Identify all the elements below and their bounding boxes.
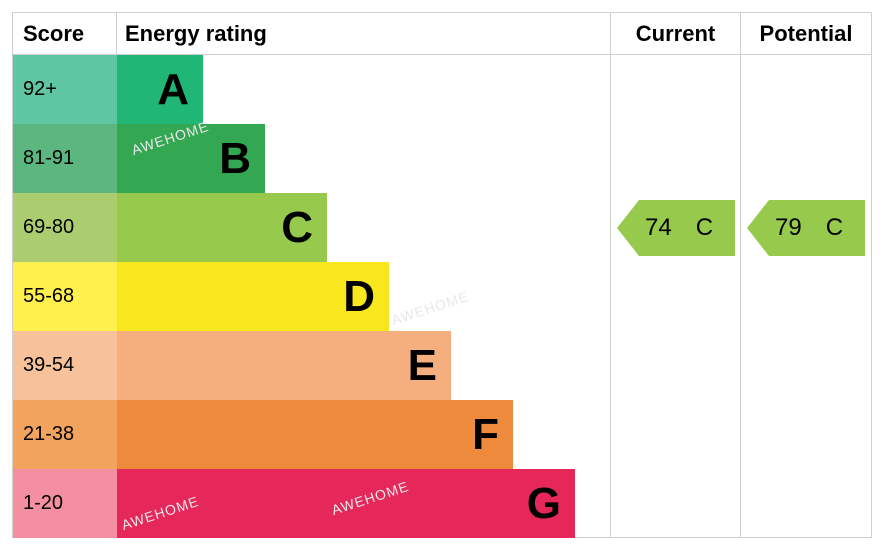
score-cell: 69-80 xyxy=(13,193,117,262)
pointer-label: 74 C xyxy=(617,214,713,242)
rating-letter: F xyxy=(472,410,499,460)
rating-letter: G xyxy=(527,479,561,529)
rating-letter: B xyxy=(219,134,251,184)
rating-bar-row: D xyxy=(117,262,389,331)
chart-body: 92+81-9169-8055-6839-5421-381-20 ABCDEFG… xyxy=(13,55,871,538)
rating-bar: F xyxy=(117,400,513,469)
current-column: 74 C xyxy=(611,55,741,538)
rating-bar-row: B xyxy=(117,124,265,193)
rating-column: ABCDEFG xyxy=(117,55,611,538)
rating-bar-row: G xyxy=(117,469,575,538)
score-cell: 39-54 xyxy=(13,331,117,400)
rating-bar-row: C xyxy=(117,193,327,262)
header-potential: Potential xyxy=(741,13,871,54)
rating-bar: D xyxy=(117,262,389,331)
score-cell: 1-20 xyxy=(13,469,117,538)
rating-bar: B xyxy=(117,124,265,193)
score-column: 92+81-9169-8055-6839-5421-381-20 xyxy=(13,55,117,538)
header-rating: Energy rating xyxy=(117,13,611,54)
rating-bar-row: E xyxy=(117,331,451,400)
score-cell: 55-68 xyxy=(13,262,117,331)
rating-bar: A xyxy=(117,55,203,124)
header-current: Current xyxy=(611,13,741,54)
header-row: Score Energy rating Current Potential xyxy=(13,13,871,55)
rating-pointer: 79 C xyxy=(747,200,865,256)
pointer-label: 79 C xyxy=(747,214,843,242)
rating-bar: E xyxy=(117,331,451,400)
rating-letter: D xyxy=(343,272,375,322)
rating-bar: G xyxy=(117,469,575,538)
rating-letter: C xyxy=(281,203,313,253)
rating-letter: A xyxy=(157,65,189,115)
potential-column: 79 C xyxy=(741,55,871,538)
score-cell: 92+ xyxy=(13,55,117,124)
rating-bar-row: A xyxy=(117,55,203,124)
header-score: Score xyxy=(13,13,117,54)
rating-bar-row: F xyxy=(117,400,513,469)
energy-rating-chart: Score Energy rating Current Potential 92… xyxy=(12,12,872,538)
rating-bar: C xyxy=(117,193,327,262)
rating-pointer: 74 C xyxy=(617,200,735,256)
score-cell: 21-38 xyxy=(13,400,117,469)
score-cell: 81-91 xyxy=(13,124,117,193)
rating-letter: E xyxy=(408,341,437,391)
